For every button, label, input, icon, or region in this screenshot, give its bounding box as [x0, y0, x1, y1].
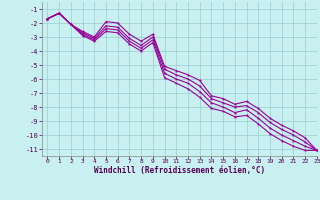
X-axis label: Windchill (Refroidissement éolien,°C): Windchill (Refroidissement éolien,°C) — [94, 166, 265, 175]
